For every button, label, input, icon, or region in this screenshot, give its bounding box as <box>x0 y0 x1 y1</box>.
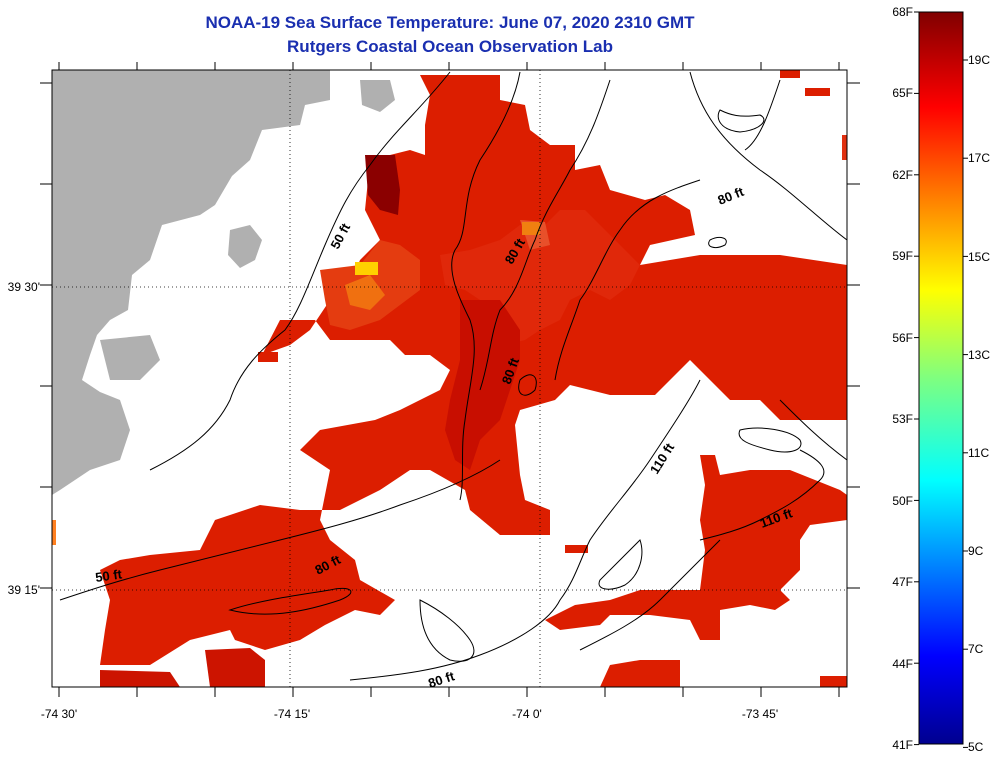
sst-data-layer <box>52 70 847 687</box>
bathymetry-contours <box>59 71 847 681</box>
contour-label: 50 ft <box>94 566 123 585</box>
colorbar <box>918 11 964 745</box>
colorbar-ticks <box>914 11 968 748</box>
lat-lon-grid <box>52 70 847 687</box>
f-label: 50F <box>892 494 913 508</box>
c-label: 13C <box>968 348 990 362</box>
f-label: 68F <box>892 5 913 19</box>
f-label: 47F <box>892 575 913 589</box>
c-label: 5C <box>968 740 984 754</box>
lon-label: -74 15' <box>274 707 310 721</box>
axis-ticks <box>40 62 860 697</box>
f-label: 53F <box>892 412 913 426</box>
lon-label: -74 0' <box>512 707 542 721</box>
land-mass <box>52 70 395 495</box>
c-label: 15C <box>968 250 990 264</box>
f-label: 56F <box>892 331 913 345</box>
lon-label: -74 30' <box>41 707 77 721</box>
lat-label: 39 30' <box>8 280 40 294</box>
f-label: 65F <box>892 86 913 100</box>
map-subtitle: Rutgers Coastal Ocean Observation Lab <box>287 37 613 56</box>
colorbar-fahrenheit-labels: 68F 65F 62F 59F 56F 53F 50F 47F 44F 41F <box>892 5 913 752</box>
f-label: 44F <box>892 657 913 671</box>
lat-label: 39 15' <box>8 583 40 597</box>
c-label: 17C <box>968 151 990 165</box>
map-title: NOAA-19 Sea Surface Temperature: June 07… <box>205 13 695 32</box>
longitude-labels: -74 30' -74 15' -74 0' -73 45' <box>41 707 778 721</box>
c-label: 7C <box>968 642 984 656</box>
colorbar-celsius-labels: 19C 17C 15C 13C 11C 9C 7C 5C <box>968 53 990 754</box>
latitude-labels: 39 30' 39 15' <box>8 280 40 597</box>
lon-label: -73 45' <box>742 707 778 721</box>
f-label: 59F <box>892 249 913 263</box>
c-label: 11C <box>968 446 989 460</box>
c-label: 19C <box>968 53 990 67</box>
f-label: 41F <box>892 738 913 752</box>
c-label: 9C <box>968 544 984 558</box>
f-label: 62F <box>892 168 913 182</box>
